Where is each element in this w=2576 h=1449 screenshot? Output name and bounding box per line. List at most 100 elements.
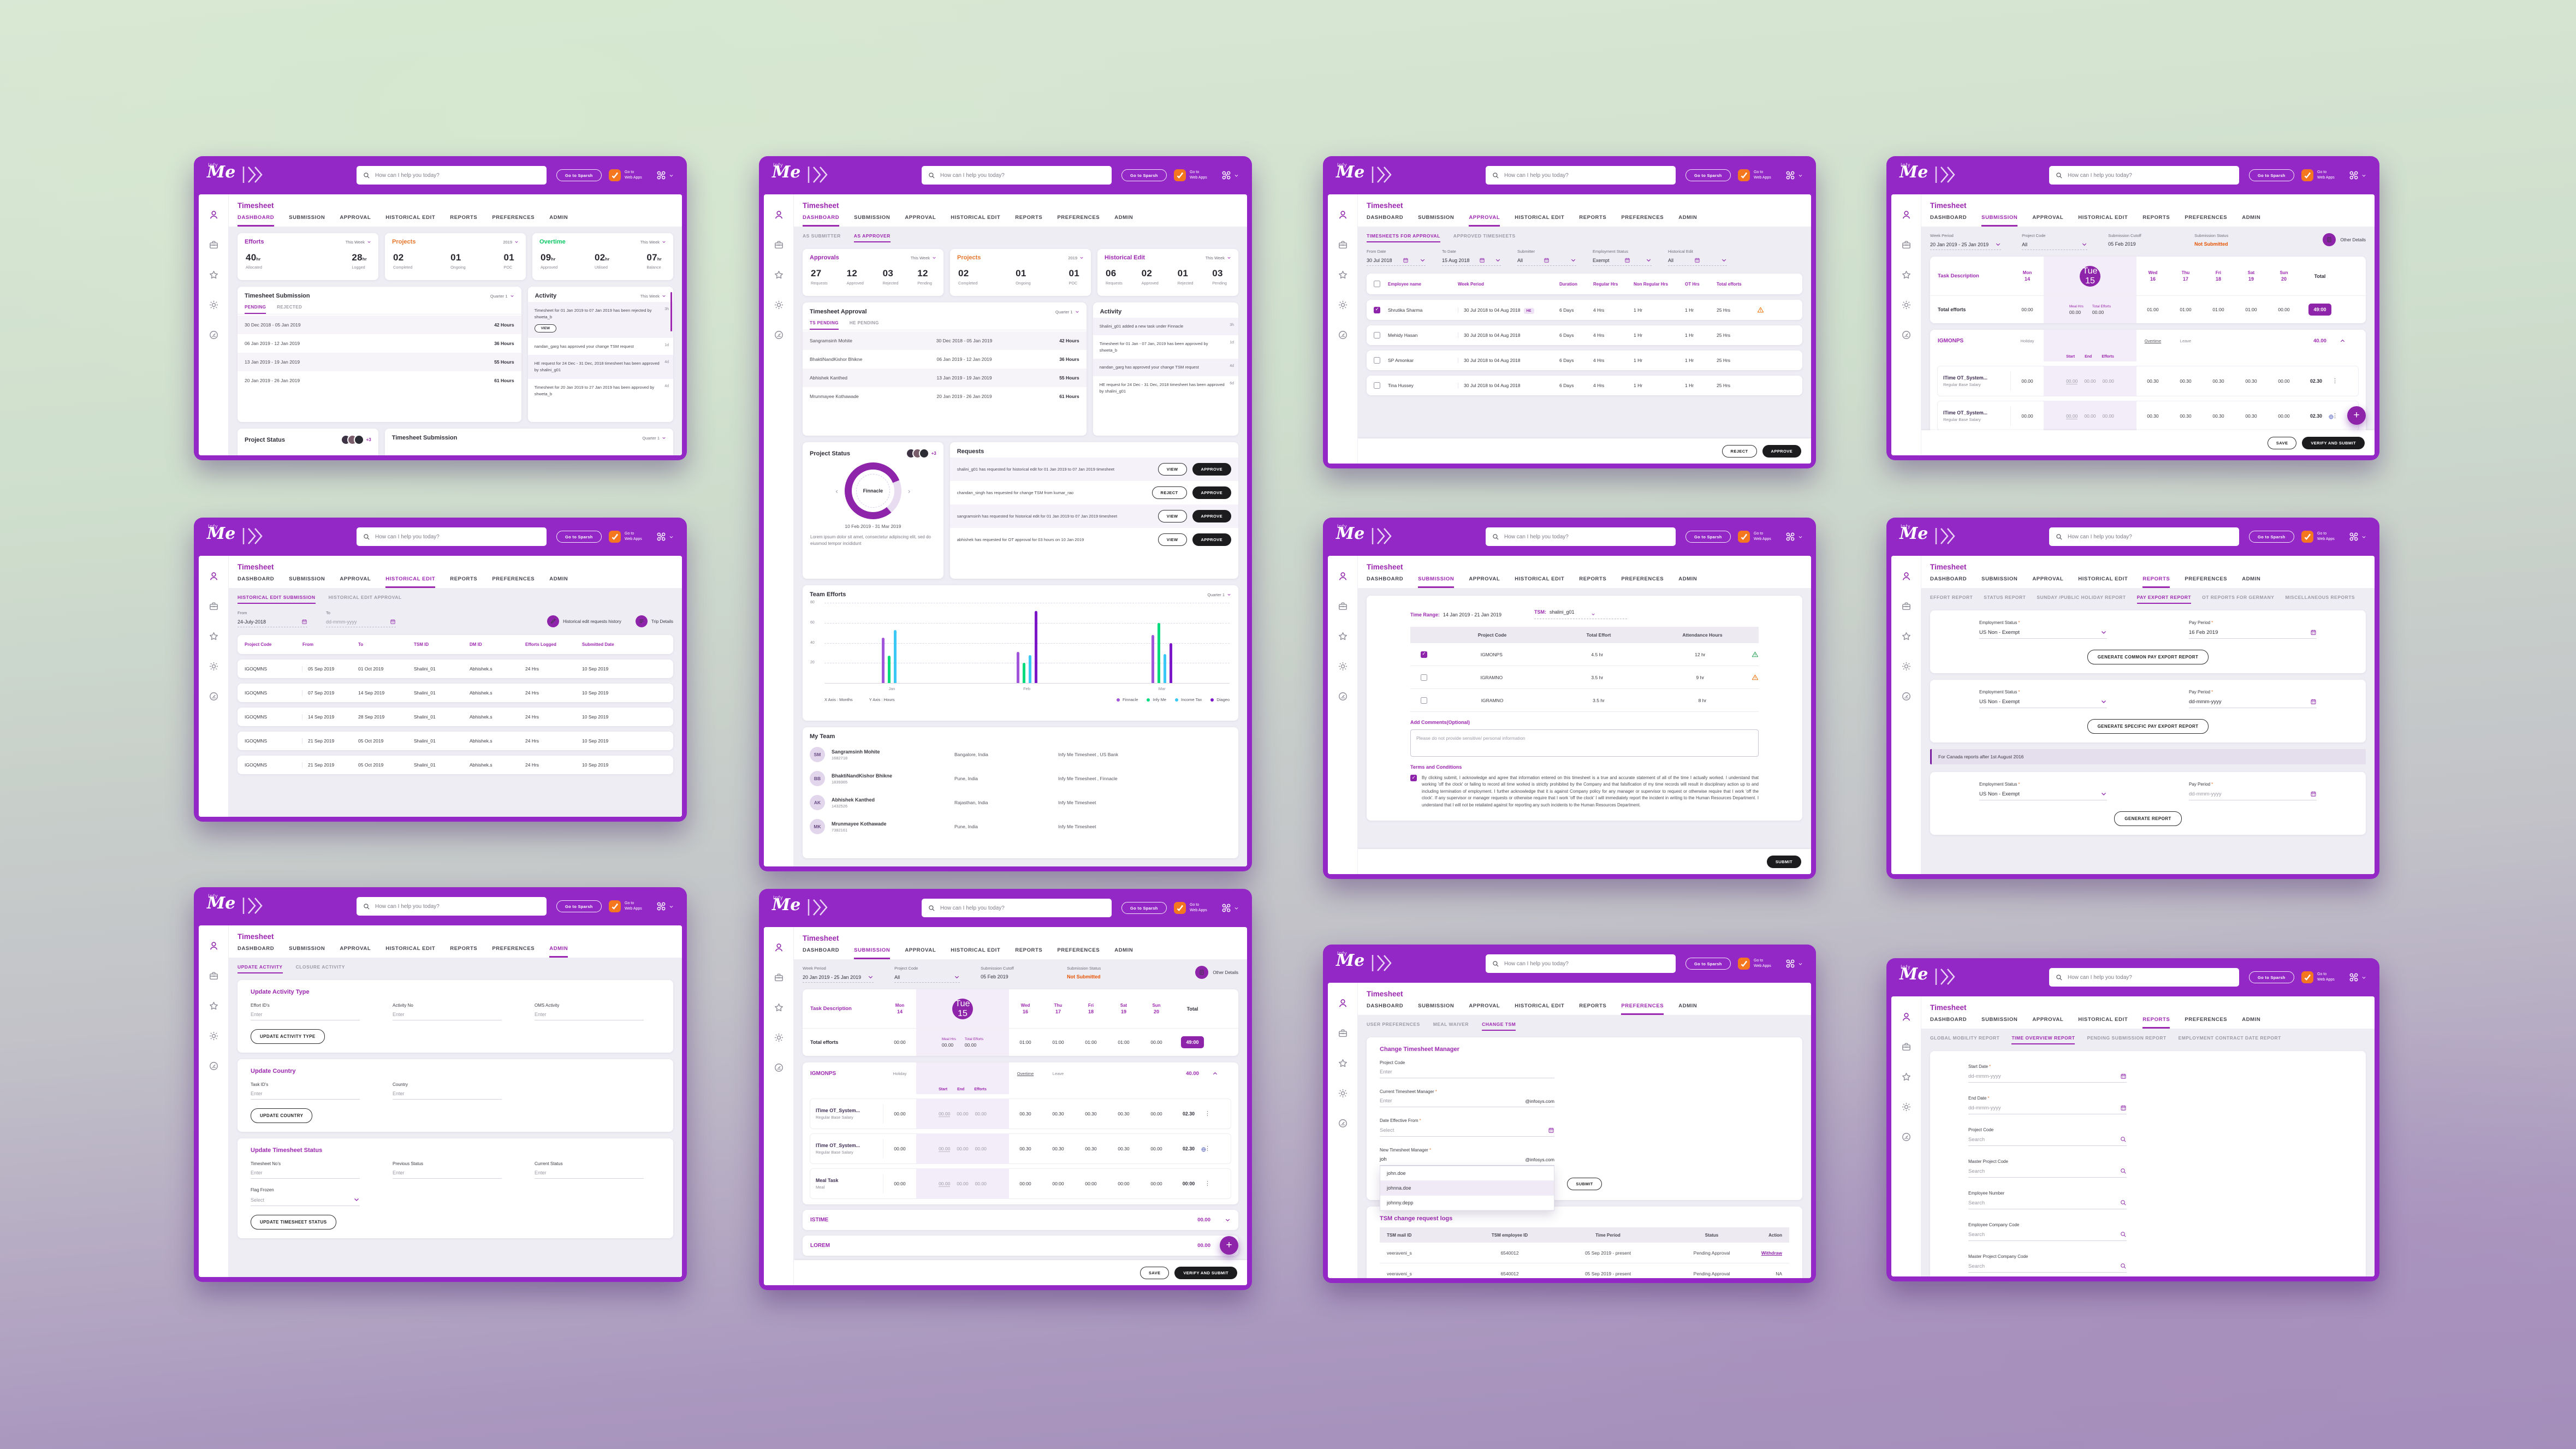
period-filter[interactable]: 2019 — [503, 240, 519, 245]
timesheet-row[interactable]: 06 Jan 2019 - 12 Jan 2019 36 Hours — [245, 341, 514, 346]
briefcase-icon[interactable] — [209, 971, 219, 981]
search-input[interactable]: How can I help you today? — [2049, 968, 2239, 987]
approve-button[interactable]: APPROVE — [1192, 510, 1231, 522]
hours-cell[interactable]: 00.30 — [1019, 1111, 1031, 1117]
filter-field[interactable]: From Date 30 Jul 2018 — [1367, 249, 1426, 266]
sub-tab[interactable]: AS SUBMITTER — [803, 233, 841, 239]
gauge-icon[interactable] — [209, 1061, 219, 1071]
collapsed-section[interactable]: LOREM 00.00 — [803, 1236, 1238, 1256]
form-field[interactable]: Task ID's Enter — [251, 1082, 360, 1100]
nav-tab[interactable]: APPROVAL — [2032, 576, 2064, 582]
update-button[interactable]: UPDATE ACTIVITY TYPE — [251, 1029, 325, 1044]
profile-icon[interactable] — [1338, 571, 1348, 581]
sub-tab[interactable]: OT REPORTS FOR GERMANY — [2202, 595, 2275, 600]
nav-tab[interactable]: APPROVAL — [340, 576, 371, 582]
generate-report-button[interactable]: GENERATE COMMON PAY EXPORT REPORT — [2087, 650, 2209, 664]
day-col[interactable]: Sat 19 — [2247, 270, 2255, 282]
day-col[interactable]: Sun 20 — [2280, 270, 2288, 282]
nav-tab[interactable]: REPORTS — [2142, 576, 2170, 588]
nav-tab[interactable]: ADMIN — [1114, 947, 1133, 953]
request-secondary-button[interactable]: VIEW — [1158, 463, 1187, 476]
save-button[interactable]: SAVE — [2267, 436, 2297, 449]
other-details-button[interactable]: Other Details — [1195, 966, 1238, 979]
hours-cell[interactable]: 00.00 — [2278, 413, 2290, 419]
sun-icon[interactable] — [1338, 1088, 1348, 1098]
star-icon[interactable] — [209, 631, 219, 642]
search-input[interactable]: How can I help you today? — [357, 527, 547, 546]
nav-tab[interactable]: ADMIN — [549, 576, 568, 582]
nav-tab[interactable]: ADMIN — [1114, 215, 1133, 221]
nav-tab[interactable]: APPROVAL — [2032, 1017, 2064, 1023]
nav-tab[interactable]: SUBMISSION — [289, 576, 325, 582]
week-period-filter[interactable]: Week Period 20 Jan 2019 - 25 Jan 2019 — [803, 966, 874, 983]
request-secondary-button[interactable]: VIEW — [1158, 510, 1187, 522]
to-date-filter[interactable]: To dd-mmm-yyyy — [326, 610, 396, 627]
nav-tab[interactable]: PREFERENCES — [492, 576, 535, 582]
nav-tab[interactable]: SUBMISSION — [1418, 215, 1455, 221]
sub-tab[interactable]: TIMESHEETS FOR APPROVAL — [1367, 233, 1440, 242]
day-col[interactable]: Mon 14 — [895, 1003, 905, 1014]
row-checkbox[interactable] — [1420, 674, 1427, 681]
hours-cell[interactable]: 00.30 — [1085, 1146, 1097, 1151]
briefcase-icon[interactable] — [774, 240, 784, 250]
filter-field[interactable]: Employment Status Exempt — [1593, 249, 1652, 266]
briefcase-icon[interactable] — [1338, 1028, 1348, 1038]
approval-row[interactable]: BhaktiNandKishor Bhikne 06 Jan 2019 - 12 … — [810, 357, 1079, 362]
go-to-sparsh-button[interactable]: Go to Sparsh — [2249, 169, 2294, 181]
nav-tab[interactable]: HISTORICAL EDIT — [2078, 215, 2128, 221]
period-filter[interactable]: This Week — [1206, 256, 1231, 260]
sub-tab[interactable]: HISTORICAL EDIT APPROVAL — [328, 595, 402, 600]
trip-details-button[interactable]: Trip Details — [635, 615, 673, 627]
comments-textarea[interactable]: Please do not provide sensitive/ persona… — [1410, 729, 1759, 757]
gauge-icon[interactable] — [1901, 330, 1912, 340]
form-field[interactable]: Master Project Company Code Search — [1968, 1254, 2127, 1273]
star-icon[interactable] — [774, 270, 784, 280]
week-period-filter[interactable]: Week Period 20 Jan 2019 - 25 Jan 2019 — [1930, 233, 2002, 250]
table-row[interactable]: IGOQMNS 05 Sep 2019 01 Oct 2019 Shalini_… — [238, 660, 673, 678]
table-row[interactable]: Tina Hussey 30 Jul 2018 to 04 Aug 2018 6… — [1367, 376, 1802, 395]
request-secondary-button[interactable]: REJECT — [1152, 486, 1187, 499]
calendar-icon[interactable] — [1403, 257, 1409, 263]
employment-status-field[interactable]: Employment Status * US Non - Exempt — [1979, 620, 2107, 639]
go-to-web-apps-button[interactable]: Go to Web Apps — [609, 169, 642, 181]
search-input[interactable]: How can I help you today? — [357, 166, 547, 185]
chevron-down-icon[interactable] — [1646, 257, 1652, 263]
hours-cell[interactable]: 00.30 — [1052, 1146, 1064, 1151]
period-filter[interactable]: Quarter 1 — [642, 436, 666, 441]
go-to-web-apps-button[interactable]: Go to Web Apps — [1738, 169, 1771, 181]
nav-tab[interactable]: ADMIN — [2242, 215, 2261, 221]
nav-tab[interactable]: DASHBOARD — [1367, 215, 1404, 221]
profile-icon[interactable] — [1901, 210, 1912, 220]
profile-icon[interactable] — [209, 941, 219, 951]
row-menu-icon[interactable]: ⋮ — [2332, 412, 2338, 419]
submit-button[interactable]: SUBMIT — [1766, 855, 1801, 868]
form-field[interactable]: Master Project Code Search — [1968, 1159, 2127, 1178]
search-input[interactable]: How can I help you today? — [1486, 954, 1676, 973]
nav-tab[interactable]: SUBMISSION — [1981, 215, 2018, 227]
profile-icon[interactable] — [209, 571, 219, 581]
action-cell[interactable]: Withdraw — [1761, 1250, 1782, 1256]
apps-grid-icon[interactable] — [2348, 972, 2366, 983]
edit-requests-history-button[interactable]: Historical edit requests history — [547, 615, 621, 627]
sun-icon[interactable] — [1901, 1102, 1912, 1112]
nav-tab[interactable]: REPORTS — [450, 576, 478, 582]
apps-grid-icon[interactable] — [2348, 170, 2366, 181]
form-field[interactable]: OMS Activity Enter — [535, 1003, 644, 1020]
sun-icon[interactable] — [1338, 300, 1348, 310]
star-icon[interactable] — [1901, 631, 1912, 642]
sun-icon[interactable] — [1338, 661, 1348, 672]
sub-tab[interactable]: SUNDAY /PUBLIC HOLIDAY REPORT — [2037, 595, 2126, 600]
hours-cell[interactable]: 00.30 — [2212, 378, 2224, 384]
gauge-icon[interactable] — [1338, 691, 1348, 702]
go-to-sparsh-button[interactable]: Go to Sparsh — [1121, 169, 1167, 181]
table-row[interactable]: Mehidy Hasan 30 Jul 2018 to 04 Aug 2018 … — [1367, 325, 1802, 345]
day-col[interactable]: Wed 16 — [1020, 1003, 1030, 1014]
sub-tab[interactable]: CLOSURE ACTIVITY — [295, 964, 345, 970]
period-filter[interactable]: Quarter 1 — [1207, 592, 1231, 597]
nav-tab[interactable]: REPORTS — [450, 215, 478, 221]
approval-row[interactable]: Sangramsinh Mohite 30 Dec 2018 - 05 Jan 2… — [803, 331, 1087, 350]
sun-icon[interactable] — [1901, 661, 1912, 672]
period-filter[interactable]: This Week — [640, 240, 666, 245]
nav-tab[interactable]: HISTORICAL EDIT — [951, 947, 1001, 953]
hours-cell[interactable]: 00.00 — [894, 1111, 906, 1117]
